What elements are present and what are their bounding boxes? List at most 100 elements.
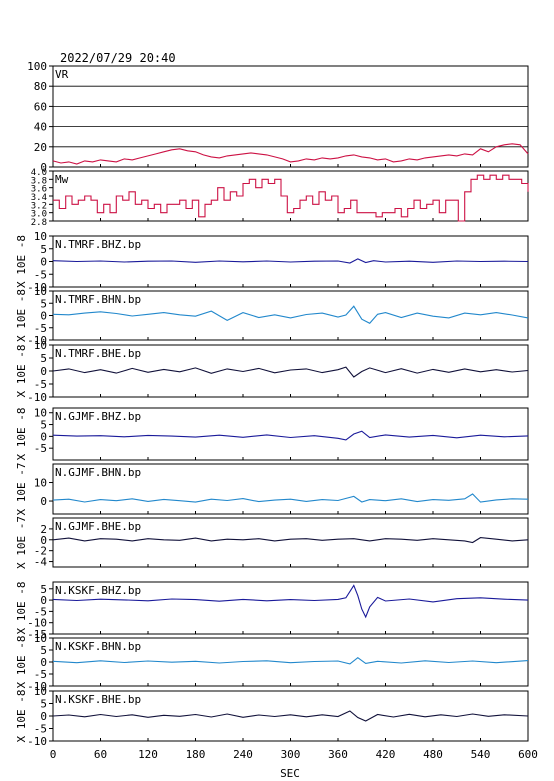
channel-label: N.TMRF.BHZ.bp [55,238,141,251]
x-tick-label: 360 [328,748,348,761]
y-tick-label: 20 [34,141,47,154]
y-tick-label: -15 [27,628,47,641]
channel-label: N.GJMF.BHN.bp [55,466,141,479]
series-line-N.TMRF.BHZ.bp [52,258,529,264]
series-line-N.KSKF.BHE.bp [52,710,529,722]
y-unit-label: X 10E -8 [15,690,28,743]
channel-label: VR [55,68,69,81]
y-unit-label: X 10E -8 [15,636,28,689]
y-tick-label: 3.2 [31,201,47,211]
y-tick-label: 3.0 [31,210,47,220]
y-tick-label: 2 [40,523,47,536]
panel-Mw: 2.83.03.23.43.63.84.0 Mw [31,168,529,228]
y-unit-label: X 10E -8 [15,235,28,288]
series-line-Mw [53,174,529,222]
y-tick-label: 5 [40,297,47,310]
y-tick-label: 3.4 [31,193,47,203]
channel-label: N.TMRF.BHN.bp [55,293,141,306]
y-tick-label: 0 [40,534,47,547]
y-tick-label: -10 [27,735,47,748]
y-tick-label: 10 [34,285,47,298]
y-unit-label: X 10E -8 [15,582,28,635]
y-tick-label: 5 [40,583,47,596]
y-tick-label: 3.6 [31,185,47,195]
panel-N.KSKF.BHZ.bp: -15-10-505 N.KSKF.BHZ.bp X 10E -8 [15,581,529,641]
channel-label: N.KSKF.BHN.bp [55,640,141,653]
y-tick-label: 10 [34,230,47,243]
y-tick-label: 5 [40,419,47,432]
x-tick-label: 120 [138,748,158,761]
y-tick-label: -5 [34,723,47,736]
series-line-N.KSKF.BHZ.bp [52,584,529,619]
channel-label: N.KSKF.BHE.bp [55,693,141,706]
y-tick-label: 60 [34,100,47,113]
y-tick-label: 0 [40,495,47,508]
y-tick-label: -4 [34,556,48,569]
y-tick-label: 100 [27,60,47,73]
y-tick-label: -10 [27,617,47,630]
y-tick-label: 0 [40,365,47,378]
y-tick-label: -2 [34,545,47,558]
channel-label: N.TMRF.BHE.bp [55,347,141,360]
y-tick-label: 0 [40,656,47,669]
series-line-N.TMRF.BHE.bp [52,366,529,378]
y-unit-label: X 10E -7 [15,463,28,516]
panel-N.GJMF.BHN.bp: 0 10 N.GJMF.BHN.bp X 10E -7 [15,463,529,516]
y-unit-label: X 10E -7 [15,516,28,569]
y-tick-label: 5 [40,352,47,365]
x-tick-label: 60 [94,748,107,761]
x-axis-label: SEC [280,767,300,780]
y-tick-label: 0 [40,310,47,323]
x-tick-label: 420 [376,748,396,761]
y-tick-label: 0 [40,161,47,174]
x-tick-label: 480 [423,748,443,761]
channel-label: N.GJMF.BHZ.bp [55,410,141,423]
y-tick-label: 80 [34,80,47,93]
panel-VR: 0 20 40 60 80 100 VR [27,60,529,174]
y-tick-label: 40 [34,121,47,134]
panel-N.GJMF.BHE.bp: -4-202 N.GJMF.BHE.bp X 10E -7 [15,516,529,569]
y-tick-label: -10 [27,680,47,693]
y-tick-label: 0 [40,256,47,269]
y-tick-label: 0 [40,430,47,443]
y-tick-label: 4.0 [31,168,47,178]
y-tick-label: -5 [34,322,47,335]
x-tick-label: 180 [186,748,206,761]
panel-frame [52,65,529,168]
channel-label: N.GJMF.BHE.bp [55,520,141,533]
series-line-VR [52,143,529,165]
y-tick-label: 0 [40,594,47,607]
series-line-N.TMRF.BHN.bp [52,305,529,324]
channel-label: N.KSKF.BHZ.bp [55,584,141,597]
y-tick-label: 2.8 [31,218,47,228]
figure-title: 2022/07/29 20:40 [60,51,176,65]
channel-label: Mw [55,173,69,186]
y-tick-label: 10 [34,632,47,645]
y-tick-label: -5 [34,668,47,681]
y-tick-label: 10 [34,477,47,490]
y-tick-label: -5 [34,268,47,281]
y-unit-label: X 10E -8 [15,408,28,461]
y-tick-label: -10 [27,334,47,347]
y-unit-label: X 10E -8 [15,289,28,342]
y-tick-label: 5 [40,698,47,711]
x-tick-label: 540 [471,748,491,761]
y-tick-label: -10 [27,281,47,294]
panel-frame [52,170,529,222]
x-tick-label: 300 [281,748,301,761]
x-tick-label: 0 [50,748,57,761]
y-tick-label: 3.8 [31,176,47,186]
series-line-N.GJMF.BHN.bp [52,493,529,503]
y-tick-label: -10 [27,391,47,404]
y-tick-label: 0 [40,710,47,723]
y-tick-label: 5 [40,644,47,657]
series-line-N.KSKF.BHN.bp [52,657,529,665]
y-tick-label: -5 [34,605,47,618]
